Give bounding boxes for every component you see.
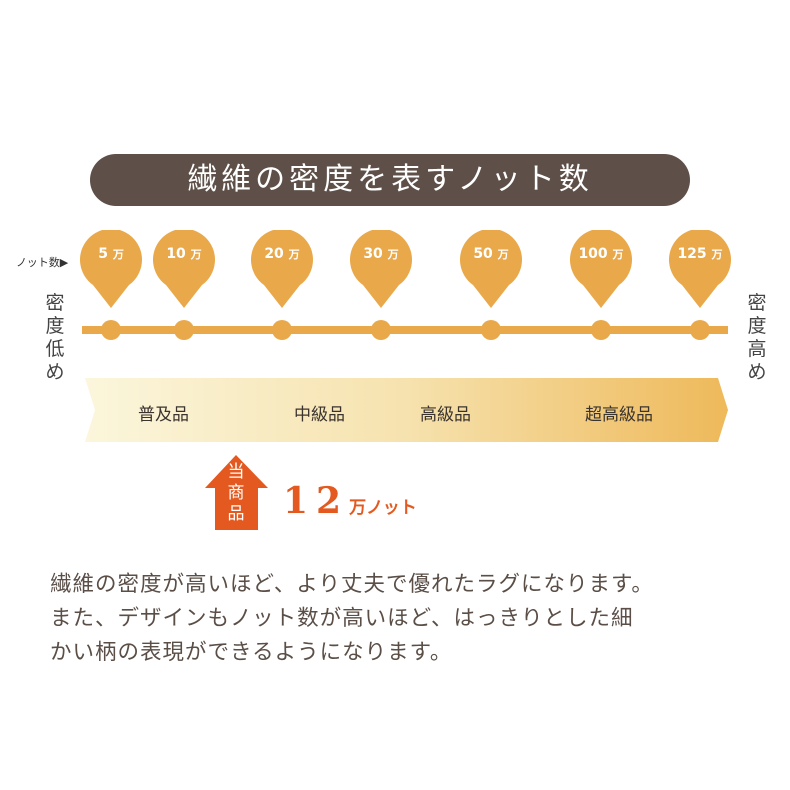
- knot-pin: 100 万: [570, 228, 632, 310]
- scale-dot: [371, 320, 391, 340]
- knot-pin: 50 万: [460, 228, 522, 310]
- knot-pin: 10 万: [153, 228, 215, 310]
- title-banner: 繊維の密度を表すノット数: [90, 154, 690, 206]
- knot-value: 125 万: [677, 246, 723, 262]
- knot-pin: 5 万: [80, 228, 142, 310]
- knot-pin: 20 万: [251, 228, 313, 310]
- grade-premium: 超高級品: [585, 405, 653, 425]
- current-product-arrow: [205, 455, 268, 530]
- grade-entry: 普及品: [138, 405, 189, 425]
- knot-value: 5 万: [98, 246, 124, 262]
- description-line: 繊維の密度が高いほど、より丈夫で優れたラグになります。: [50, 572, 654, 597]
- grade-mid: 中級品: [294, 405, 345, 425]
- current-unit: 万ノット: [349, 498, 417, 518]
- scale-dot: [591, 320, 611, 340]
- scale-dot: [272, 320, 292, 340]
- description-line: かい柄の表現ができるようになります。: [50, 640, 453, 665]
- knot-value: 50 万: [473, 246, 509, 262]
- current-knot-value: 12万ノット: [283, 480, 417, 522]
- knot-count-label: ノット数▶: [16, 256, 69, 269]
- description: 繊維の密度が高いほど、より丈夫で優れたラグになります。 また、デザインもノット数…: [50, 568, 654, 670]
- knot-value: 10 万: [166, 246, 202, 262]
- current-product-label: 当商品: [227, 462, 245, 524]
- current-value: 12: [283, 480, 350, 522]
- density-scale-line: [82, 326, 728, 334]
- knot-value: 30 万: [363, 246, 399, 262]
- scale-dot: [690, 320, 710, 340]
- low-density-label: 密度低め: [45, 292, 65, 383]
- scale-dot: [101, 320, 121, 340]
- scale-dot: [174, 320, 194, 340]
- knot-pin: 125 万: [669, 228, 731, 310]
- grade-high: 高級品: [420, 405, 471, 425]
- high-density-label: 密度高め: [747, 292, 767, 383]
- scale-dot: [481, 320, 501, 340]
- description-line: また、デザインもノット数が高いほど、はっきりとした細: [50, 606, 634, 631]
- knot-value: 100 万: [578, 246, 624, 262]
- knot-pin: 30 万: [350, 228, 412, 310]
- knot-value: 20 万: [264, 246, 300, 262]
